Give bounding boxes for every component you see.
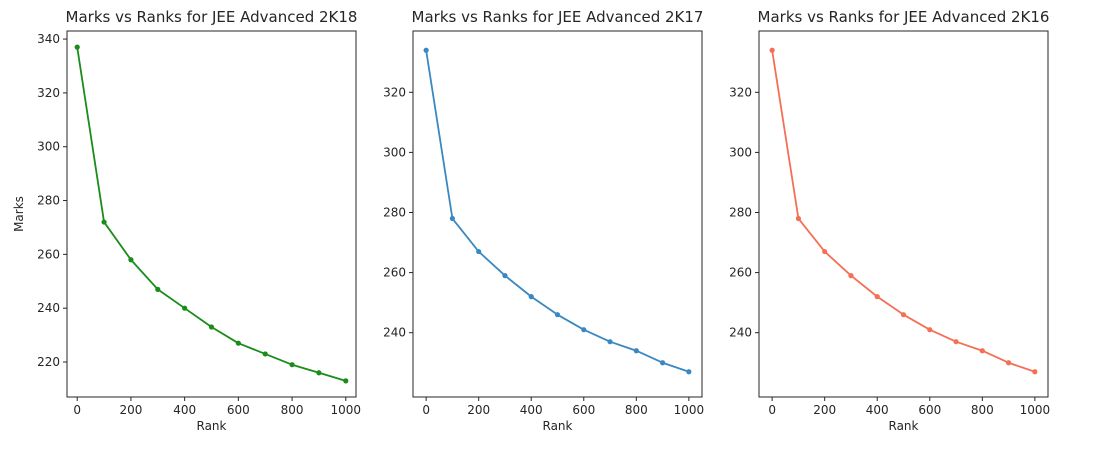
data-point — [900, 312, 907, 318]
data-point — [101, 219, 107, 225]
y-tick-label: 240 — [37, 301, 60, 315]
chart-title-3: Marks vs Ranks for JEE Advanced 2K16 — [758, 8, 1050, 26]
data-point — [128, 257, 134, 263]
x-tick-label: 400 — [520, 403, 543, 417]
x-tick-label: 200 — [119, 403, 142, 417]
plot-frame-1 — [66, 30, 357, 398]
data-point — [607, 339, 613, 345]
series-line-3 — [771, 50, 1036, 373]
subplot-2: Marks vs Ranks for JEE Advanced 2K17 0 200… — [383, 8, 704, 433]
y-tick-label: 280 — [37, 194, 60, 208]
x-tick-label: 800 — [971, 403, 994, 417]
data-point — [528, 294, 534, 300]
y-tick-label: 340 — [37, 32, 60, 46]
data-point — [659, 360, 666, 366]
data-point — [1032, 369, 1038, 375]
data-point — [554, 312, 561, 318]
x-tick-label: 400 — [173, 403, 196, 417]
y-tick-label: 300 — [383, 145, 406, 159]
y-tick-label: 260 — [37, 247, 60, 261]
subplot-3: Marks vs Ranks for JEE Advanced 2K16 0 200… — [729, 8, 1050, 433]
data-point — [953, 339, 959, 345]
y-tick-label: 280 — [729, 205, 752, 219]
x-tick-label: 600 — [918, 403, 941, 417]
x-tick-label: 800 — [281, 403, 304, 417]
x-tick-label: 0 — [422, 403, 430, 417]
data-point — [262, 351, 268, 357]
data-point — [848, 273, 854, 279]
data-point — [769, 47, 775, 53]
data-point — [182, 305, 188, 311]
series-line-2 — [425, 50, 690, 373]
data-point — [343, 378, 349, 384]
x-axis-label-2: Rank — [543, 419, 573, 433]
data-point — [74, 44, 80, 50]
data-point — [581, 327, 587, 333]
data-point — [235, 340, 241, 346]
data-point — [633, 348, 639, 354]
plot-frame-3 — [758, 30, 1049, 398]
y-tick-label: 320 — [383, 85, 406, 99]
data-point — [874, 294, 880, 300]
x-tick-label: 600 — [572, 403, 595, 417]
y-tick-label: 260 — [729, 266, 752, 280]
x-axis-label-3: Rank — [889, 419, 919, 433]
x-tick-label: 1000 — [1020, 403, 1051, 417]
y-tick-label: 300 — [729, 145, 752, 159]
data-point — [155, 286, 161, 292]
x-tick-label: 0 — [768, 403, 776, 417]
y-tick-label: 260 — [383, 266, 406, 280]
data-point — [795, 215, 802, 222]
x-tick-label: 1000 — [331, 403, 362, 417]
series-line-1 — [76, 47, 347, 382]
data-point — [316, 370, 322, 376]
data-point — [289, 362, 295, 368]
data-point — [502, 273, 508, 279]
chart-title-2: Marks vs Ranks for JEE Advanced 2K17 — [412, 8, 704, 26]
data-point — [686, 369, 692, 375]
x-tick-label: 200 — [813, 403, 836, 417]
data-point — [927, 327, 933, 333]
data-point — [423, 47, 429, 53]
data-point — [1005, 360, 1012, 366]
subplot-1: Marks vs Ranks for JEE Advanced 2K18 0 200… — [12, 8, 361, 433]
y-tick-label: 320 — [729, 85, 752, 99]
x-tick-label: 1000 — [674, 403, 705, 417]
data-point — [449, 215, 456, 222]
y-tick-label: 220 — [37, 355, 60, 369]
y-tick-label: 240 — [383, 326, 406, 340]
chart-title-1: Marks vs Ranks for JEE Advanced 2K18 — [66, 8, 358, 26]
data-point — [208, 324, 215, 330]
y-tick-label: 300 — [37, 140, 60, 154]
data-point — [822, 248, 828, 255]
data-point — [476, 248, 482, 255]
x-tick-label: 600 — [227, 403, 250, 417]
x-tick-label: 200 — [467, 403, 490, 417]
y-axis-label-1: Marks — [12, 196, 26, 232]
x-axis-label-1: Rank — [197, 419, 227, 433]
x-tick-label: 800 — [625, 403, 648, 417]
y-tick-label: 240 — [729, 326, 752, 340]
x-tick-label: 400 — [866, 403, 889, 417]
y-tick-label: 320 — [37, 86, 60, 100]
y-tick-label: 280 — [383, 205, 406, 219]
plot-frame-2 — [412, 30, 703, 398]
x-tick-label: 0 — [73, 403, 81, 417]
data-point — [979, 348, 985, 354]
